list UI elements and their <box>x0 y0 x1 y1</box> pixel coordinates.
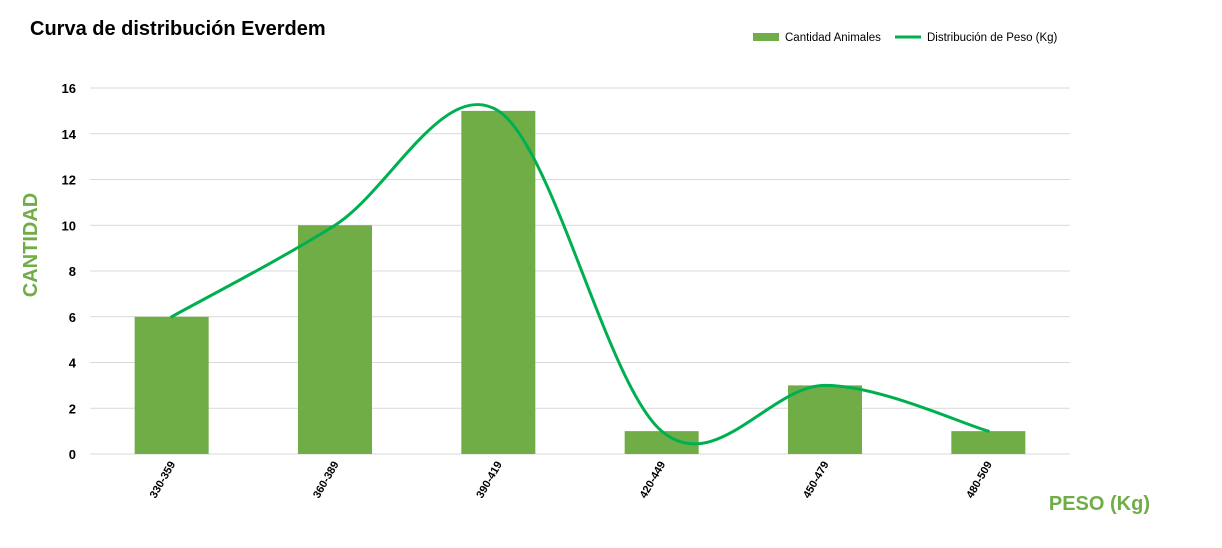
y-tick-label: 14 <box>62 127 77 142</box>
x-axis-ticks: 330-359 360-389 390-419 420-449 450-479 480-5… <box>148 460 995 501</box>
y-axis-title: CANTIDAD <box>20 193 42 297</box>
y-tick-label: 2 <box>69 401 76 416</box>
x-tick-label: 480-509 <box>964 460 995 501</box>
legend-swatch-bars <box>753 33 779 41</box>
bar-series <box>134 110 1026 454</box>
distribution-curve <box>170 103 990 446</box>
y-axis-ticks: 0 2 4 6 8 10 12 14 16 <box>62 81 77 462</box>
x-axis-title: PESO (Kg) <box>1049 493 1150 515</box>
y-tick-label: 16 <box>62 81 76 96</box>
line-series <box>170 103 990 446</box>
y-tick-label: 6 <box>69 310 76 325</box>
legend-label-bars: Cantidad Animales <box>785 32 881 44</box>
gridlines <box>90 87 1070 455</box>
legend: Cantidad Animales Distribución de Peso (… <box>753 32 1058 44</box>
bar <box>624 431 699 454</box>
bar <box>134 316 209 454</box>
x-tick-label: 420-449 <box>638 460 669 501</box>
y-tick-label: 8 <box>69 264 76 279</box>
bar <box>951 431 1026 454</box>
x-tick-label: 390-419 <box>474 460 505 501</box>
y-tick-label: 12 <box>62 173 76 188</box>
y-tick-label: 10 <box>62 218 76 233</box>
bar <box>461 110 536 454</box>
x-tick-label: 450-479 <box>801 460 832 501</box>
bar <box>788 385 862 454</box>
y-tick-label: 0 <box>69 447 76 462</box>
bar <box>298 225 372 454</box>
x-tick-label: 360-389 <box>311 460 342 501</box>
chart-title: Curva de distribución Everdem <box>30 18 326 40</box>
y-tick-label: 4 <box>69 356 77 371</box>
legend-label-line: Distribución de Peso (Kg) <box>927 32 1058 44</box>
x-tick-label: 330-359 <box>148 460 179 501</box>
